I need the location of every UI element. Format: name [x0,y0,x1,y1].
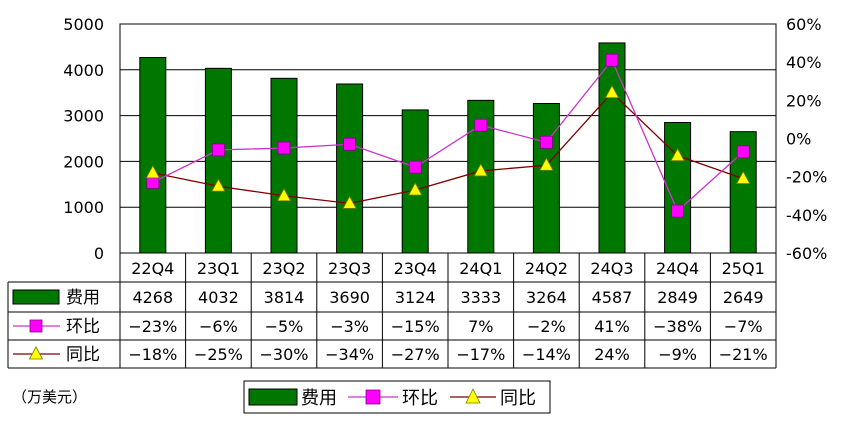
table-cell: 2649 [723,288,764,307]
bar [139,57,167,254]
table-cell: −7% [724,317,763,336]
table-cell: 3690 [329,288,370,307]
bar [204,67,232,254]
qoq-marker [540,135,553,149]
bar [401,109,429,254]
legend-label: 环比 [402,388,438,409]
table-cell: 3264 [526,288,567,307]
left-axis-tick-label: 4000 [63,61,104,80]
right-axis-tick-label: 60% [786,15,822,34]
table-cell: −30% [260,345,309,364]
table-cell: −17% [456,345,505,364]
unit-label: （万美元） [12,388,87,406]
category-label: 22Q4 [131,259,174,278]
table-cell: 2849 [657,288,698,307]
category-label: 23Q4 [394,259,437,278]
table-cell: 4587 [592,288,633,307]
qoq-line [152,59,744,213]
bar [532,103,560,254]
right-axis-tick-label: -20% [786,168,827,187]
qoq-marker [408,160,422,174]
table-cell: 3814 [264,288,305,307]
yoy-marker [408,182,423,196]
yoy-marker [342,195,357,209]
yoy-marker [211,178,226,192]
table-row-label: 同比 [66,345,100,365]
table-cell: 3124 [395,288,436,307]
legend-qoq-marker [365,389,381,405]
table-cell: −34% [325,345,374,364]
qoq-marker [277,141,291,155]
category-label: 24Q4 [656,259,699,278]
table-cell: −3% [330,317,369,336]
yoy-marker [539,157,554,171]
yoy-marker [736,170,751,184]
table-cell: −27% [391,345,440,364]
yoy-marker [276,187,292,202]
category-label: 24Q2 [525,259,568,278]
qoq-marker [736,145,750,159]
legend-label: 费用 [301,388,337,409]
legend-bar-swatch [248,388,298,406]
yoy-marker [670,147,685,162]
left-axis-tick-label: 1000 [63,198,104,217]
left-axis-tick-label: 5000 [63,15,104,34]
left-axis-tick-label: 2000 [63,152,104,171]
qoq-marker [211,143,225,157]
category-label: 23Q2 [262,259,305,278]
table-key-yoy-marker [28,346,44,360]
table-key-qoq-marker [29,319,43,333]
category-label: 24Q1 [459,259,502,278]
legend-yoy-marker [465,388,481,404]
category-label: 24Q3 [590,259,633,278]
right-axis-tick-label: 40% [786,53,822,72]
left-axis-tick-label: 3000 [63,107,104,126]
table-cell: −2% [527,317,566,336]
table-cell: −23% [128,317,177,336]
legend-label: 同比 [500,388,536,409]
table-cell: −18% [128,345,177,364]
category-label: 25Q1 [722,259,765,278]
yoy-marker [145,165,160,179]
yoy-line [152,91,744,205]
table-cell: −6% [199,317,238,336]
table-cell: 7% [468,317,493,336]
qoq-marker [605,53,619,67]
table-cell: −38% [653,317,702,336]
table-cell: −21% [719,345,768,364]
table-row-label: 费用 [66,288,100,308]
category-label: 23Q1 [197,259,240,278]
yoy-marker [473,163,488,177]
qoq-marker [671,204,684,218]
table-cell: −5% [265,317,304,336]
qoq-marker [474,118,488,132]
right-axis-tick-label: -40% [786,206,827,225]
bar [664,122,692,254]
table-cell: −14% [522,345,571,364]
bar [598,42,626,254]
category-label: 23Q3 [328,259,371,278]
table-cell: 4032 [198,288,239,307]
table-cell: 4268 [132,288,173,307]
table-cell: −15% [391,317,440,336]
table-cell: 41% [594,317,630,336]
table-cell: −9% [658,345,697,364]
qoq-marker [343,137,357,151]
table-row-label: 环比 [66,317,100,337]
bar [270,77,298,254]
table-cell: −25% [194,345,243,364]
table-cell: 24% [594,345,630,364]
bar [336,83,364,254]
table-cell: 3333 [460,288,501,307]
left-axis-tick-label: 0 [94,244,104,263]
yoy-marker [604,84,620,99]
table-key-bar-swatch [12,289,60,305]
right-axis-tick-label: 0% [786,130,811,149]
right-axis-tick-label: -60% [786,244,827,263]
right-axis-tick-label: 20% [786,91,822,110]
